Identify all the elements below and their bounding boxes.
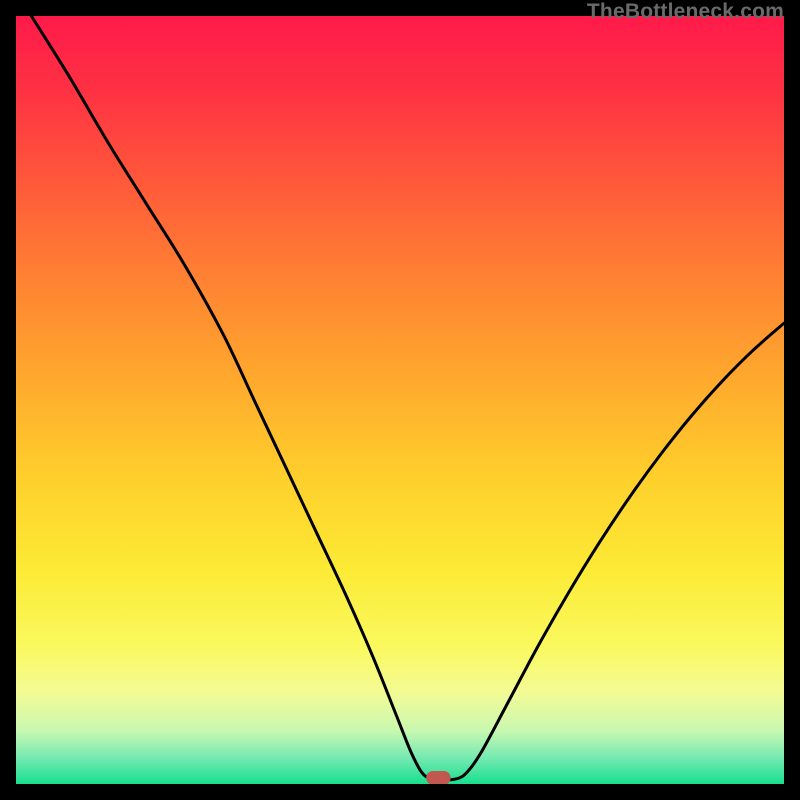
plot-area — [16, 16, 784, 784]
chart-frame: TheBottleneck.com — [0, 0, 800, 800]
minimum-marker — [426, 771, 451, 784]
bottleneck-curve-chart — [16, 16, 784, 784]
gradient-background — [16, 16, 784, 784]
watermark-text: TheBottleneck.com — [587, 0, 784, 24]
